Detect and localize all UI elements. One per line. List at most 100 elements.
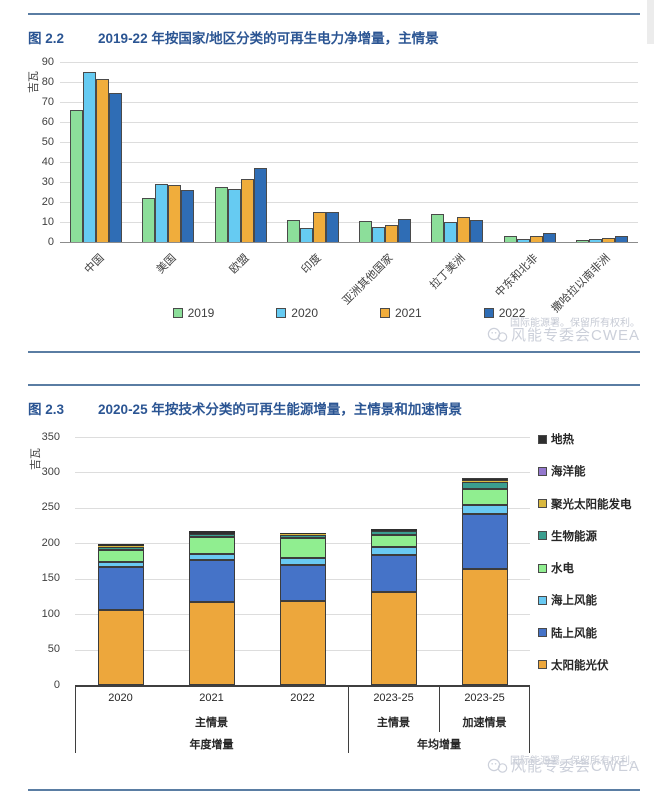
gridline — [60, 222, 638, 223]
bracket-divider — [439, 687, 440, 732]
bracket-divider — [75, 687, 76, 753]
y-tick-label: 50 — [41, 135, 54, 148]
segment-陆上风能-2023-25 — [461, 514, 508, 569]
legend-label: 地热 — [551, 434, 574, 446]
y-tick-label: 250 — [41, 501, 60, 514]
figure1-title-row: 图 2.2 2019-22 年按国家/地区分类的可再生电力净增量，主情景 — [28, 27, 640, 47]
bar-2022-中东和北非 — [542, 233, 556, 242]
axis-group-加速情景: 加速情景 — [462, 717, 507, 729]
segment-生物能源-2023-25 — [461, 481, 508, 490]
y-tick-label: 150 — [41, 572, 60, 585]
plot-area — [60, 62, 638, 243]
figure2-bottom-rule — [28, 789, 640, 791]
segment-太阳能光伏-2021 — [188, 602, 235, 685]
segment-陆上风能-2022 — [279, 564, 326, 602]
figure2-title-row: 图 2.3 2020-25 年按技术分类的可再生能源增量，主情景和加速情景 — [28, 398, 640, 418]
segment-地热-2023-25 — [370, 529, 417, 531]
axis-group-年均增量: 年均增量 — [417, 739, 461, 751]
bar-2020-撒哈拉以南非洲 — [588, 239, 602, 242]
x-label-美国: 美国 — [154, 252, 180, 277]
bar-2021-美国 — [168, 185, 182, 242]
gridline — [60, 142, 638, 143]
legend-label: 水电 — [551, 563, 574, 576]
legend-item-2019: 2019 — [172, 306, 214, 320]
figure1-watermark: 国际能源署。保留所有权利。 风能专委会CWEA — [487, 314, 640, 345]
segment-海上风能-2020 — [97, 562, 144, 567]
bar-2022-亚洲其他国家 — [398, 219, 412, 242]
segment-水电-2023-25 — [370, 534, 417, 547]
segment-生物能源-2023-25 — [370, 531, 417, 535]
bar-2019-欧盟 — [214, 187, 228, 242]
bar-2021-拉丁美洲 — [457, 217, 471, 242]
figure1-tag: 图 2.2 — [28, 31, 65, 46]
legend-swatch — [538, 595, 547, 605]
bracket-divider — [348, 687, 349, 753]
x-label-印度: 印度 — [299, 252, 324, 277]
bar-2019-中东和北非 — [503, 236, 517, 242]
figure2-title: 2020-25 年按技术分类的可再生能源增量，主情景和加速情景 — [98, 402, 462, 417]
bar-2019-拉丁美洲 — [431, 214, 445, 242]
copyright-text: 国际能源署。保留所有权利。 — [510, 318, 640, 329]
y-tick-label: 10 — [41, 215, 54, 228]
y-tick-label: 0 — [53, 678, 60, 691]
segment-地热-2022 — [279, 532, 326, 535]
copyright-text: 国际能源署。保留所有权利。 — [510, 756, 640, 767]
legend: 2019 2020 2021 2022 — [60, 306, 638, 320]
axis-group-主情景: 主情景 — [195, 717, 228, 729]
figure1-title: 2019-22 年按国家/地区分类的可再生电力净增量，主情景 — [98, 31, 439, 46]
bar-2022-印度 — [325, 212, 339, 242]
segment-太阳能光伏-2023-25 — [370, 592, 417, 685]
bar-2021-印度 — [312, 212, 326, 242]
segment-地热-2020 — [97, 544, 144, 547]
bar-2022-中国 — [109, 93, 123, 242]
bar-2021-中国 — [96, 79, 110, 242]
bar-2019-亚洲其他国家 — [359, 221, 373, 242]
gridline — [60, 122, 638, 123]
scrollbar-fragment[interactable] — [647, 0, 654, 44]
figure1-bottom-rule — [28, 351, 640, 353]
bar-2021-亚洲其他国家 — [385, 225, 399, 242]
bar-2020-美国 — [155, 184, 169, 242]
axis-group-主情景: 主情景 — [377, 717, 410, 729]
y-tick-label: 100 — [41, 607, 60, 620]
y-tick-label: 90 — [41, 55, 54, 68]
y-tick-label: 350 — [41, 430, 60, 443]
segment-海上风能-2023-25 — [461, 505, 508, 515]
legend-item-陆上风能: 陆上风能 — [538, 625, 638, 641]
legend-item-2020: 2020 — [276, 306, 318, 320]
legend-label: 生物能源 — [551, 530, 597, 543]
legend-swatch — [538, 628, 547, 638]
legend-label: 2020 — [291, 306, 318, 320]
axis-group-年度增量: 年度增量 — [189, 739, 234, 751]
plot-area — [75, 437, 530, 685]
gridline — [60, 82, 638, 83]
bar-2022-撒哈拉以南非洲 — [614, 236, 628, 242]
x-label-2020: 2020 — [108, 692, 133, 704]
legend-swatch — [538, 660, 547, 670]
gridline — [75, 507, 530, 509]
segment-生物能源-2021 — [188, 534, 235, 537]
legend-swatch — [538, 466, 547, 476]
segment-水电-2023-25 — [461, 489, 508, 505]
bar-2019-中国 — [70, 110, 84, 242]
legend-item-2021: 2021 — [380, 306, 422, 320]
segment-太阳能光伏-2022 — [279, 601, 326, 685]
legend-label: 海洋能 — [551, 466, 586, 479]
bracket-divider — [529, 687, 530, 753]
x-label-2023-25: 2023-25 — [464, 692, 505, 704]
figure1-top-rule — [28, 13, 640, 15]
y-tick-label: 80 — [41, 75, 54, 88]
segment-聚光太阳能发电-2021 — [188, 533, 235, 535]
segment-陆上风能-2023-25 — [370, 555, 417, 593]
segment-太阳能光伏-2023-25 — [461, 568, 508, 685]
gridline — [60, 202, 638, 203]
bar-2022-欧盟 — [253, 168, 267, 242]
bar-2021-中东和北非 — [529, 236, 543, 242]
segment-聚光太阳能发电-2020 — [97, 545, 144, 547]
bar-2019-撒哈拉以南非洲 — [575, 240, 589, 242]
watermark-brand: 风能专委会CWEA — [487, 324, 640, 345]
x-axis-labels: 中国 美国 欧盟 印度 亚洲其他国家 拉丁美洲 中东和北非 撒哈拉以南非洲 — [60, 244, 638, 315]
x-label-中国: 中国 — [82, 252, 107, 277]
y-tick-label: 0 — [47, 235, 54, 248]
segment-太阳能光伏-2020 — [97, 609, 144, 685]
